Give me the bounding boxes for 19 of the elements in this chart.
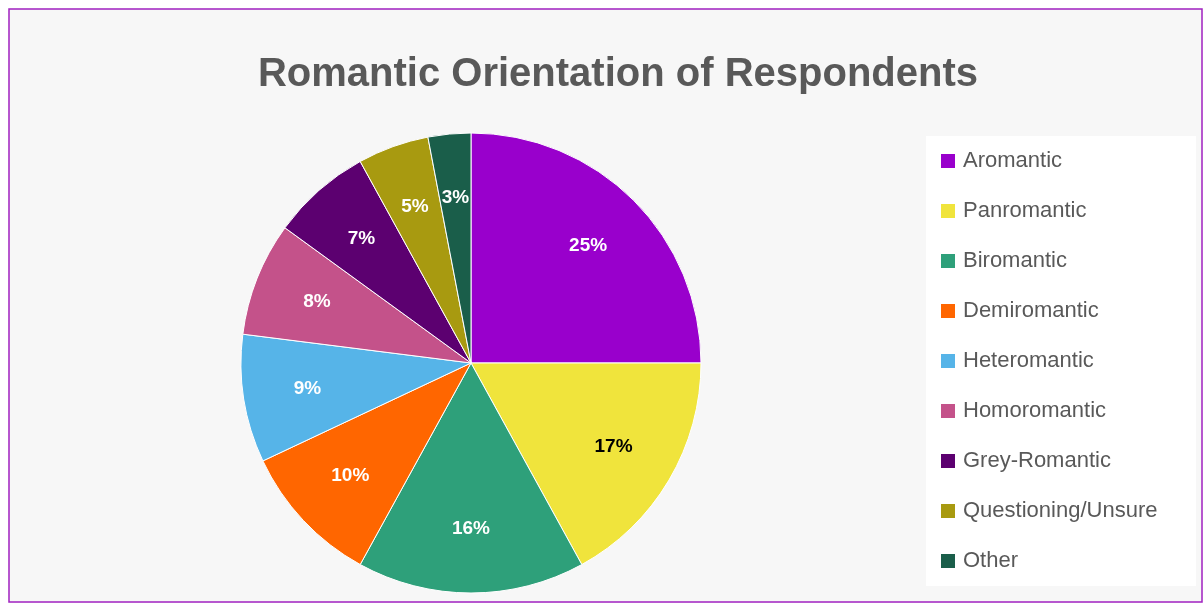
legend-label: Panromantic xyxy=(963,196,1087,222)
legend-label: Questioning/Unsure xyxy=(963,496,1158,522)
legend-label: Demiromantic xyxy=(963,296,1099,322)
data-label: 10% xyxy=(331,464,370,486)
data-label: 17% xyxy=(594,435,633,457)
data-label: 16% xyxy=(451,516,491,538)
legend-label: Heteromantic xyxy=(963,346,1094,372)
data-label: 7% xyxy=(347,226,376,248)
chart-title: Romantic Orientation of Respondents xyxy=(257,50,979,94)
data-label: 9% xyxy=(293,376,322,398)
legend-label: Aromantic xyxy=(963,146,1063,172)
legend-label: Homoromantic xyxy=(963,396,1107,422)
data-label: 25% xyxy=(569,233,608,255)
data-label: 5% xyxy=(401,195,429,217)
legend-label: Grey-Romantic xyxy=(963,446,1111,472)
data-label: 8% xyxy=(303,290,331,312)
legend-label: Other xyxy=(963,546,1019,572)
legend-label: Biromantic xyxy=(963,246,1067,272)
data-label: 3% xyxy=(441,186,470,208)
